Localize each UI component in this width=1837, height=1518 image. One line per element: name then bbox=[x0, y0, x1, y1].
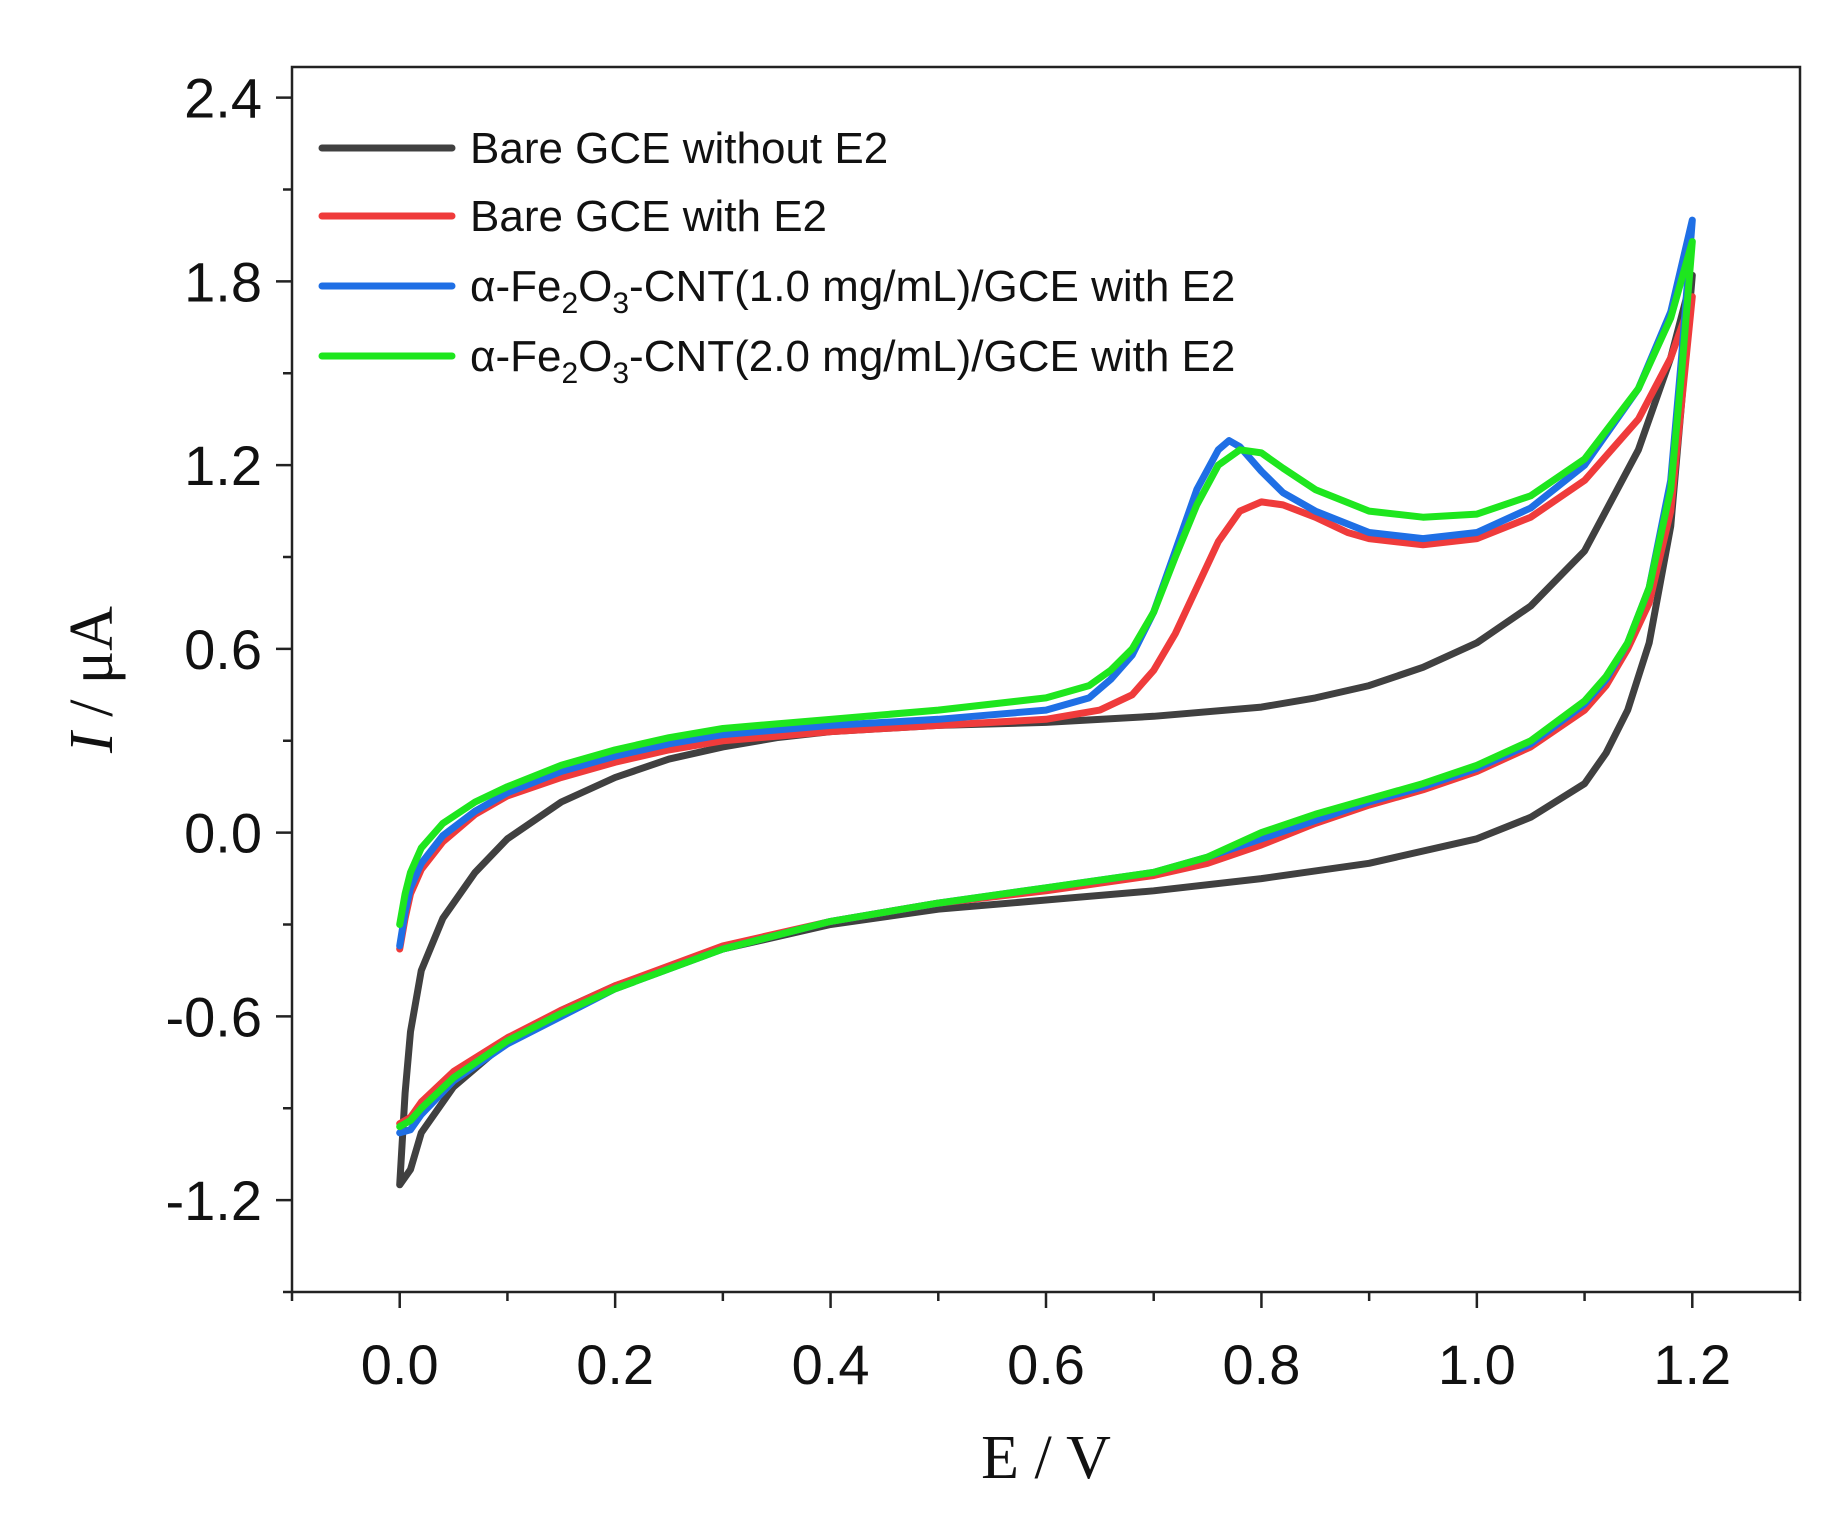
x-tick-label-4: 0.8 bbox=[1222, 1333, 1300, 1396]
x-tick-label-1: 0.2 bbox=[576, 1333, 654, 1396]
y-tick-label-5: 1.8 bbox=[184, 250, 262, 313]
y-tick-label-2: 0.0 bbox=[184, 802, 262, 865]
y-axis-title-unit: / μA bbox=[58, 606, 126, 732]
x-tick-label-2: 0.4 bbox=[792, 1333, 870, 1396]
legend-label-3: α-Fe2O3-CNT(1.0 mg/mL)/GCE with E2 bbox=[470, 262, 1235, 320]
y-tick-label-3: 0.6 bbox=[184, 618, 262, 681]
y-axis-title-italic: I bbox=[58, 729, 126, 754]
series-layer bbox=[396, 216, 1696, 1189]
x-tick-label-6: 1.2 bbox=[1653, 1333, 1731, 1396]
legend-label-1: Bare GCE without E2 bbox=[470, 124, 888, 173]
y-tick-label-1: -0.6 bbox=[166, 985, 263, 1048]
x-axis: 0.0 0.2 0.4 0.6 0.8 1.0 1.2 bbox=[290, 1292, 1802, 1396]
legend-label-2: Bare GCE with E2 bbox=[470, 192, 827, 241]
series-line-4 bbox=[396, 238, 1696, 1131]
y-axis: -1.2 -0.6 0.0 0.6 1.2 1.8 2.4 bbox=[166, 67, 292, 1294]
y-tick-label-0: -1.2 bbox=[166, 1169, 263, 1232]
y-axis-title: I / μA bbox=[58, 606, 126, 754]
x-tick-label-5: 1.0 bbox=[1438, 1333, 1516, 1396]
y-tick-label-6: 2.4 bbox=[184, 67, 262, 130]
x-tick-label-3: 0.6 bbox=[1007, 1333, 1085, 1396]
legend-label-4: α-Fe2O3-CNT(2.0 mg/mL)/GCE with E2 bbox=[470, 332, 1235, 390]
x-axis-title: E / V bbox=[981, 1424, 1111, 1492]
x-tick-label-0: 0.0 bbox=[361, 1333, 439, 1396]
legend: Bare GCE without E2 Bare GCE with E2 α-Fe2… bbox=[318, 124, 1235, 390]
y-tick-label-4: 1.2 bbox=[184, 434, 262, 497]
